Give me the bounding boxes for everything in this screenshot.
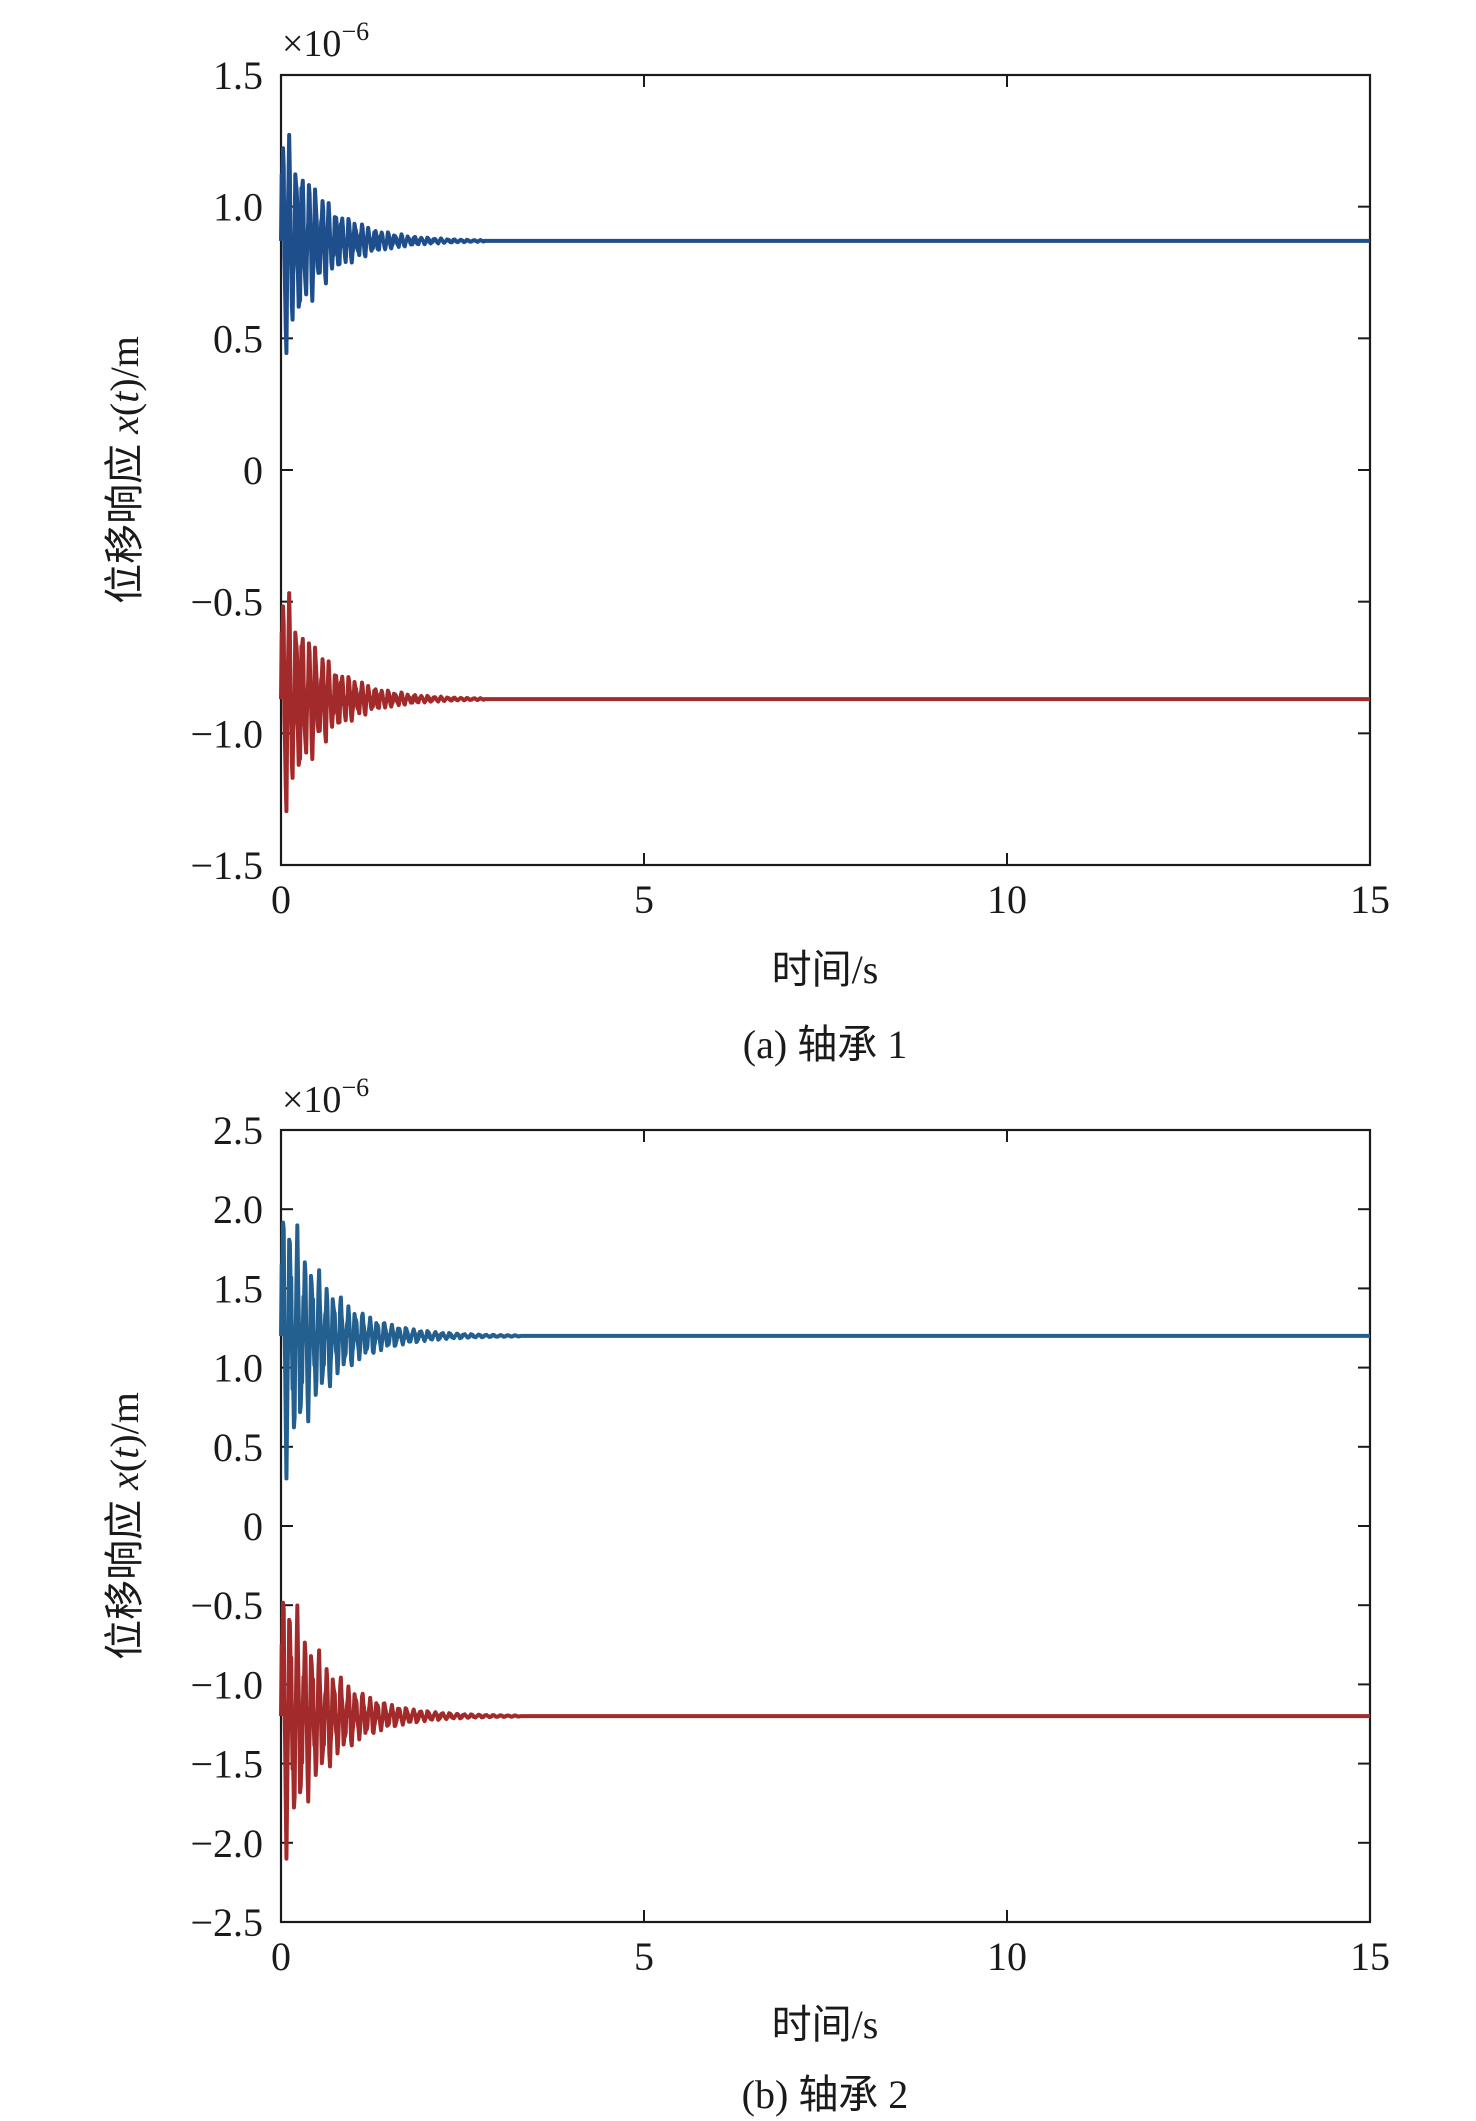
y-tick-label: −1.0 <box>190 711 263 756</box>
y-tick-label: 0.5 <box>213 316 263 361</box>
chart-a-caption: (a) 轴承 1 <box>743 1022 907 1067</box>
y-tick-label: −1.5 <box>190 1742 263 1787</box>
y-tick-label: −1.5 <box>190 843 263 888</box>
chart-b-plot-area <box>279 1128 1372 1924</box>
chart-a-series-group <box>279 132 1372 814</box>
y-tick-label: 2.5 <box>213 1108 263 1153</box>
y-tick-label: 0.5 <box>213 1425 263 1470</box>
chart-a-plot-area <box>279 73 1372 867</box>
y-tick-label: 0 <box>243 448 263 493</box>
y-tick-label: −1.0 <box>190 1662 263 1707</box>
x-tick-label: 15 <box>1350 1934 1390 1979</box>
chart-a-x-axis-label: 时间/s <box>772 947 879 992</box>
series-line-2 <box>279 1600 1372 1861</box>
chart-b-multiplier: ×10−6 <box>282 1073 369 1121</box>
chart-a-x-axis: 0 5 10 15 <box>271 75 1390 922</box>
y-tick-label: 1.5 <box>213 53 263 98</box>
chart-b-series-group <box>279 1220 1372 1861</box>
y-tick-label: 1.5 <box>213 1266 263 1311</box>
chart-a-y-axis: 1.5 1.0 0.5 0 −0.5 −1.0 −1.5 <box>190 53 1370 888</box>
y-tick-label: 1.0 <box>213 1346 263 1391</box>
series-line-1 <box>279 1220 1372 1481</box>
chart-b-y-axis-label: 位移响应 x(t)/m <box>102 1392 147 1660</box>
chart-b-caption: (b) 轴承 2 <box>742 2072 909 2117</box>
x-tick-label: 0 <box>271 877 291 922</box>
series-line-2 <box>279 591 1372 814</box>
x-tick-label: 10 <box>987 877 1027 922</box>
chart-panel-b: ×10−6 2.5 2.0 1.5 1.0 0.5 0 −0.5 −1.0 −1.5 −2.0 −2… <box>102 1073 1390 2117</box>
x-tick-label: 10 <box>987 1934 1027 1979</box>
chart-b-x-axis: 0 5 10 15 <box>271 1130 1390 1979</box>
chart-panel-a: ×10−6 1.5 1.0 0.5 0 −0.5 −1.0 −1.5 0 5 10 15 位移响应… <box>102 17 1390 1067</box>
chart-a-multiplier: ×10−6 <box>282 17 369 65</box>
series-line-1 <box>279 132 1372 355</box>
y-tick-label: −0.5 <box>190 580 263 625</box>
chart-b-x-axis-label: 时间/s <box>772 2002 879 2047</box>
y-tick-label: −2.5 <box>190 1900 263 1945</box>
y-tick-label: 1.0 <box>213 185 263 230</box>
chart-b-y-axis: 2.5 2.0 1.5 1.0 0.5 0 −0.5 −1.0 −1.5 −2.0 −2.5 <box>190 1108 1370 1945</box>
y-tick-label: 2.0 <box>213 1187 263 1232</box>
y-tick-label: 0 <box>243 1504 263 1549</box>
x-tick-label: 15 <box>1350 877 1390 922</box>
x-tick-label: 5 <box>634 1934 654 1979</box>
x-tick-label: 5 <box>634 877 654 922</box>
chart-a-y-axis-label: 位移响应 x(t)/m <box>102 336 147 604</box>
y-tick-label: −2.0 <box>190 1821 263 1866</box>
y-tick-label: −0.5 <box>190 1583 263 1628</box>
x-tick-label: 0 <box>271 1934 291 1979</box>
